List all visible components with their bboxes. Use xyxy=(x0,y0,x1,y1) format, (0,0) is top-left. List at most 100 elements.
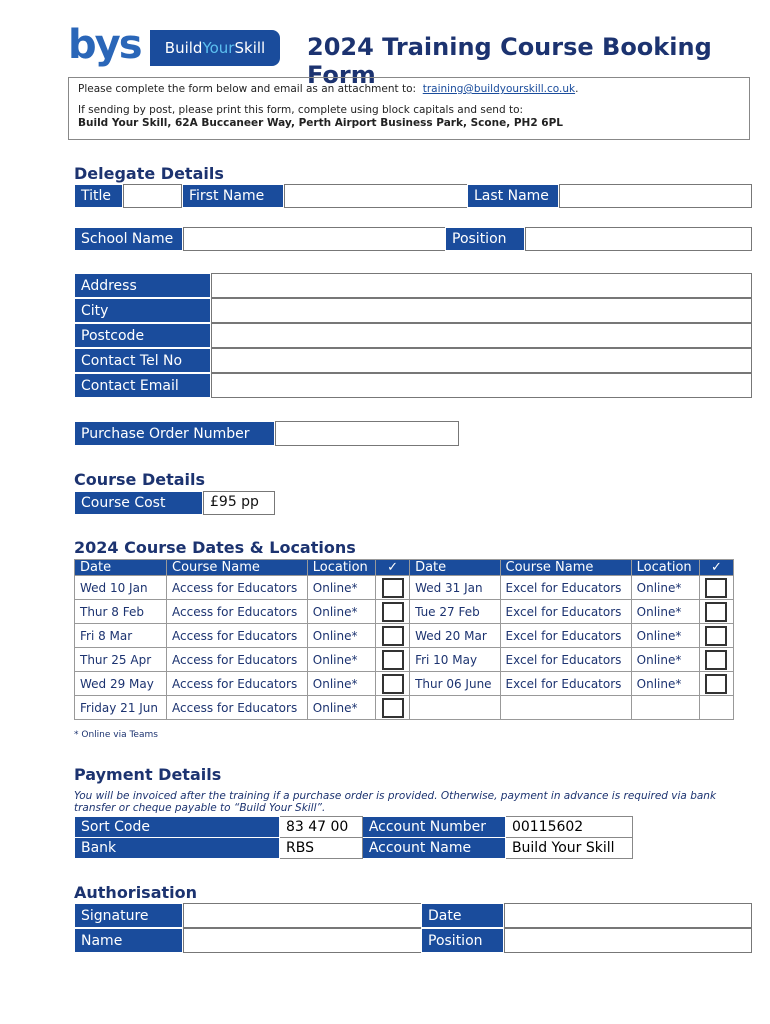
table-cell xyxy=(499,695,632,720)
account-name: Build Your Skill xyxy=(504,837,634,859)
table-cell: Excel for Educators xyxy=(499,575,632,600)
column-header: Date xyxy=(409,559,501,576)
table-cell: Online* xyxy=(306,647,376,672)
table-cell: Online* xyxy=(630,647,700,672)
select-course-checkbox[interactable] xyxy=(381,625,404,646)
email-label: Contact Email xyxy=(74,373,211,398)
checkbox-cell xyxy=(374,599,411,624)
signature-field[interactable] xyxy=(183,903,422,928)
bys-logo: bys xyxy=(68,22,143,68)
table-row: Fri 8 Mar Access for Educators Online* Wed … xyxy=(73,623,735,648)
bank: RBS xyxy=(279,837,363,859)
select-course-checkbox[interactable] xyxy=(381,577,404,598)
city-label: City xyxy=(74,298,211,323)
checkbox-cell xyxy=(374,671,411,696)
bank-label: Bank xyxy=(74,837,280,859)
last-name-label: Last Name xyxy=(467,184,559,208)
column-header: ✓ xyxy=(374,559,411,576)
column-header: Course Name xyxy=(166,559,308,576)
select-course-checkbox[interactable] xyxy=(705,649,728,670)
checkbox-cell xyxy=(374,695,411,720)
table-cell: Online* xyxy=(630,575,700,600)
checkbox-cell xyxy=(698,623,735,648)
column-header: Date xyxy=(73,559,168,576)
table-cell: Tue 27 Feb xyxy=(409,599,501,624)
checkbox-cell xyxy=(698,599,735,624)
table-cell: Excel for Educators xyxy=(499,599,632,624)
column-header: Location xyxy=(630,559,700,576)
first-name-label: First Name xyxy=(182,184,284,208)
checkbox-cell xyxy=(698,575,735,600)
first-name-field[interactable] xyxy=(284,184,469,208)
column-header: ✓ xyxy=(698,559,735,576)
table-cell: Wed 10 Jan xyxy=(73,575,168,600)
course-cost-label: Course Cost xyxy=(74,491,203,515)
payment-note: You will be invoiced after the training … xyxy=(74,790,717,814)
select-course-checkbox[interactable] xyxy=(705,577,728,598)
title-field[interactable] xyxy=(123,184,182,208)
course-dates-table: Date Course Name Location ✓ Date Course Name L… xyxy=(73,559,735,720)
table-cell: Access for Educators xyxy=(166,575,308,600)
auth-heading: Authorisation xyxy=(74,883,198,902)
position-label: Position xyxy=(445,227,525,251)
checkbox-cell xyxy=(374,647,411,672)
page-title: 2024 Training Course Booking Form xyxy=(307,33,712,89)
table-cell: Wed 20 Mar xyxy=(409,623,501,648)
checkbox-cell xyxy=(374,623,411,648)
table-cell: Online* xyxy=(306,575,376,600)
table-cell: Fri 8 Mar xyxy=(73,623,168,648)
column-header: Course Name xyxy=(499,559,632,576)
account-name-label: Account Name xyxy=(361,837,506,859)
table-cell: Excel for Educators xyxy=(499,671,632,696)
school-name-label: School Name xyxy=(74,227,183,251)
auth-date-field[interactable] xyxy=(504,903,752,928)
auth-position-label: Position xyxy=(421,928,504,953)
checkbox-cell xyxy=(698,695,735,720)
select-course-checkbox[interactable] xyxy=(381,697,404,718)
table-cell: Access for Educators xyxy=(166,695,308,720)
email-field[interactable] xyxy=(211,373,752,398)
table-cell: Wed 29 May xyxy=(73,671,168,696)
table-cell: Thur 06 June xyxy=(409,671,501,696)
email-link[interactable]: training@buildyourskill.co.uk xyxy=(422,83,576,95)
last-name-field[interactable] xyxy=(559,184,752,208)
select-course-checkbox[interactable] xyxy=(705,601,728,622)
tel-label: Contact Tel No xyxy=(74,348,211,373)
name-label: Name xyxy=(74,928,183,953)
table-row: Thur 8 Feb Access for Educators Online* Tue… xyxy=(73,599,735,624)
name-field[interactable] xyxy=(183,928,422,953)
table-cell: Online* xyxy=(306,623,376,648)
table-cell: Excel for Educators xyxy=(499,647,632,672)
table-cell: Wed 31 Jan xyxy=(409,575,501,600)
account-number-label: Account Number xyxy=(361,816,506,838)
table-cell: Access for Educators xyxy=(166,599,308,624)
table-cell: Fri 10 May xyxy=(409,647,501,672)
course-heading: Course Details xyxy=(74,470,206,489)
school-name-field[interactable] xyxy=(183,227,446,251)
postcode-label: Postcode xyxy=(74,323,211,348)
table-cell: Online* xyxy=(306,695,376,720)
payment-heading: Payment Details xyxy=(74,765,222,784)
select-course-checkbox[interactable] xyxy=(381,601,404,622)
address-field[interactable] xyxy=(211,273,752,298)
checkbox-cell xyxy=(374,575,411,600)
table-cell: Access for Educators xyxy=(166,647,308,672)
course-cost-value: £95 pp xyxy=(203,491,275,515)
auth-date-label: Date xyxy=(421,903,504,928)
postcode-field[interactable] xyxy=(211,323,752,348)
table-cell: Online* xyxy=(630,623,700,648)
column-header: Location xyxy=(306,559,376,576)
auth-position-field[interactable] xyxy=(504,928,752,953)
tel-field[interactable] xyxy=(211,348,752,373)
city-field[interactable] xyxy=(211,298,752,323)
checkbox-cell xyxy=(698,671,735,696)
select-course-checkbox[interactable] xyxy=(381,649,404,670)
select-course-checkbox[interactable] xyxy=(705,625,728,646)
table-cell: Friday 21 Jun xyxy=(73,695,168,720)
signature-label: Signature xyxy=(74,903,183,928)
address-label: Address xyxy=(74,273,211,298)
select-course-checkbox[interactable] xyxy=(381,673,404,694)
select-course-checkbox[interactable] xyxy=(705,673,728,694)
po-field[interactable] xyxy=(275,421,459,446)
position-field[interactable] xyxy=(525,227,752,251)
